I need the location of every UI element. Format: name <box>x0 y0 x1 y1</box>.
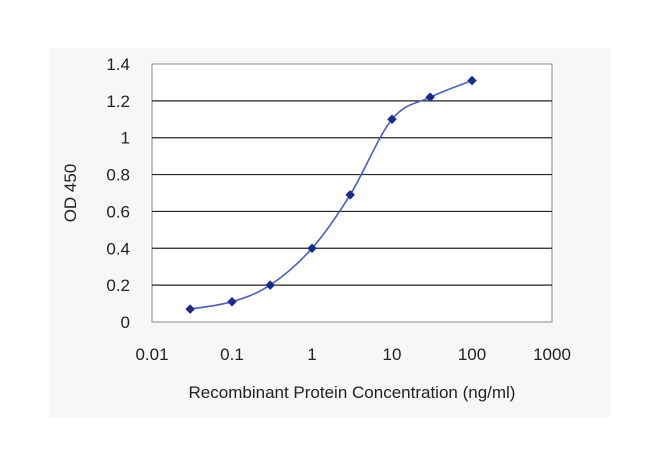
data-point-marker <box>387 114 397 125</box>
x-tick-label: 10 <box>383 345 402 364</box>
data-point-marker <box>345 189 356 200</box>
x-tick-label: 1000 <box>533 345 571 364</box>
y-tick-labels: 0 0.2 0.4 0.6 0.8 1 1.2 1.4 <box>106 55 130 332</box>
data-point-marker <box>265 280 276 290</box>
y-tick-label: 0.2 <box>106 276 130 295</box>
x-tick-labels: 0.01 0.1 1 10 100 1000 <box>135 345 570 364</box>
y-tick-label: 0 <box>121 313 130 332</box>
y-axis-title: OD 450 <box>61 164 80 223</box>
data-point-marker <box>467 75 477 86</box>
data-point-marker <box>425 92 436 103</box>
series-line <box>190 79 473 310</box>
data-point-marker <box>185 304 196 314</box>
y-tick-label: 1.4 <box>106 55 130 74</box>
y-tick-label: 1.2 <box>106 92 130 111</box>
data-point-marker <box>307 243 317 254</box>
grid-lines <box>152 100 552 286</box>
x-axis-title: Recombinant Protein Concentration (ng/ml… <box>189 383 516 402</box>
y-tick-label: 0.4 <box>106 239 130 258</box>
data-point-marker <box>227 296 237 307</box>
y-tick-label: 1 <box>121 129 130 148</box>
x-tick-label: 100 <box>458 345 486 364</box>
y-tick-label: 0.6 <box>106 202 130 221</box>
y-tick-label: 0.8 <box>106 166 130 185</box>
series-group <box>185 75 477 314</box>
x-tick-label: 0.01 <box>135 345 168 364</box>
x-tick-label: 0.1 <box>220 345 244 364</box>
x-tick-label: 1 <box>307 345 316 364</box>
